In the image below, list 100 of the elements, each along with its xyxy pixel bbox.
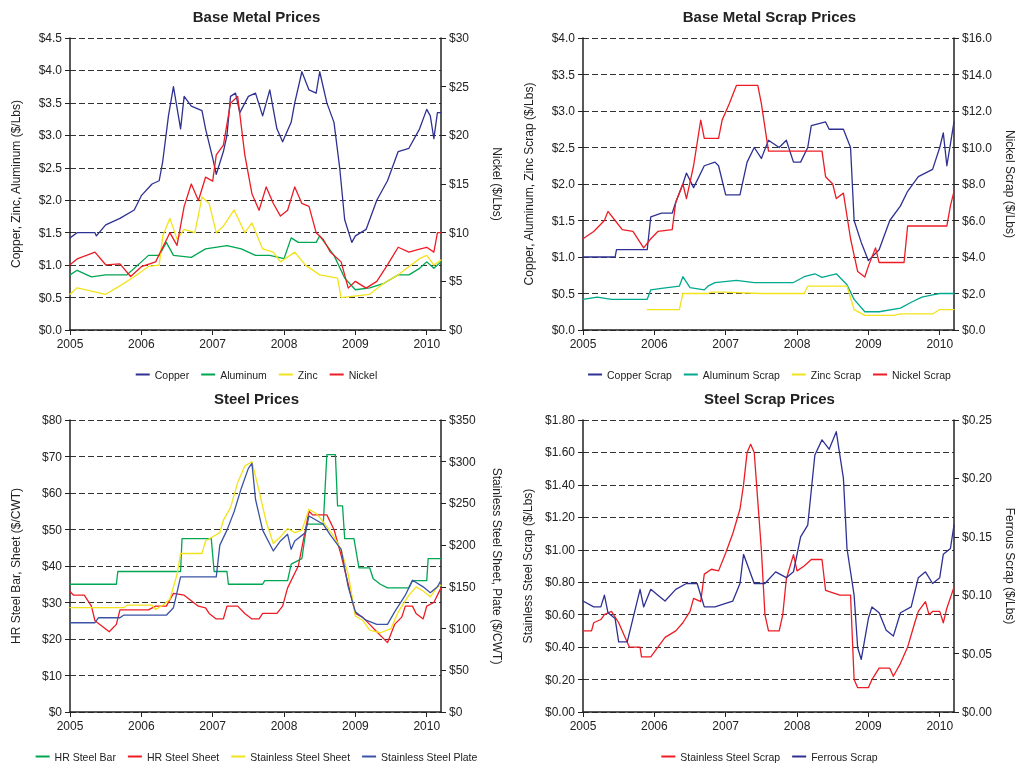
y2-tick-label: $0.00 [962,705,993,719]
x-tick-label: 2008 [783,719,811,733]
line-series [582,443,955,689]
x-tick-label: 2007 [712,337,740,351]
x-tick-label: 2007 [712,719,740,733]
y-tick-label: $1.5 [551,213,576,228]
x-tick-label: 2005 [56,337,84,351]
y-tick-label: $4.0 [551,31,576,45]
legend-label: Aluminum [220,368,268,381]
x-tick-label: 2008 [270,719,298,733]
y2-axis-title: Nickel Scrap ($/Lbs) [1003,129,1017,239]
chart-title: Steel Scrap Prices [704,390,835,407]
y-tick-label: $80 [41,413,63,427]
chart-title: Base Metal Prices [192,8,321,25]
y2-tick-label: $0.25 [962,413,993,427]
y-tick-label: $1.0 [38,258,63,273]
legend-label: Copper Scrap [607,368,672,381]
y2-tick-label: $350 [449,413,477,427]
y2-tick-label: $0.20 [962,471,993,486]
y-tick-label: $0.80 [544,575,576,590]
line-series [582,84,955,278]
y-tick-label: $1.80 [544,413,576,427]
y2-axis-title: Stainless Steel Sheet, Plate ($/CWT) [490,467,504,665]
y-axis-title: Stainless Steel Scrap ($/Lbs) [521,488,536,644]
legend-label: Zinc Scrap [810,368,862,381]
legend-label: Nickel Scrap [892,368,952,381]
y-tick-label: $3.5 [551,67,576,82]
y2-tick-label: $30 [449,31,470,45]
legend-label: Stainless Steel Scrap [680,750,781,763]
y-tick-label: $3.0 [551,104,576,118]
y2-tick-label: $100 [449,621,477,636]
y-tick-label: $20 [41,632,63,646]
y-tick-label: $1.0 [551,250,576,264]
x-tick-label: 2005 [569,719,597,733]
y-tick-label: $2.0 [38,193,63,208]
y-tick-label: $0.5 [551,286,576,301]
legend-label: Ferrous Scrap [811,750,878,763]
y-axis-title: Copper, Aluminum, Zinc Scrap ($/Lbs) [522,82,536,286]
y-tick-label: $1.20 [544,510,576,525]
y2-tick-label: $15 [449,177,470,191]
y-tick-label: $2.5 [38,160,63,175]
y-tick-label: $0.5 [38,290,63,305]
x-tick-label: 2009 [342,337,370,351]
x-tick-label: 2009 [855,337,883,351]
legend-label: Nickel [348,368,378,381]
y-tick-label: $10 [41,668,63,683]
y2-tick-label: $20 [449,128,470,143]
y-tick-label: $50 [41,522,63,537]
x-tick-label: 2010 [926,337,954,351]
y-tick-label: $1.40 [544,477,576,492]
y2-tick-label: $0 [449,705,463,719]
y2-tick-label: $50 [449,663,470,678]
x-tick-label: 2008 [270,337,298,351]
legend-label: HR Steel Bar [54,750,117,763]
y-tick-label: $70 [41,449,63,464]
legend-label: Stainless Steel Sheet [250,750,351,763]
y2-tick-label: $0.10 [962,588,993,603]
line-series [582,121,955,262]
y2-tick-label: $0.15 [962,529,993,544]
line-series [646,285,955,317]
line-series [69,454,442,589]
y-tick-label: $30 [41,595,63,610]
y2-tick-label: $10 [449,225,470,240]
x-tick-label: 2010 [926,719,954,733]
y-tick-label: $3.0 [38,128,63,143]
y2-tick-label: $10.0 [962,140,993,155]
y-tick-label: $0.00 [544,705,576,719]
legend-label: Zinc [297,368,318,381]
y2-tick-label: $8.0 [962,177,986,191]
line-series [69,196,442,299]
y-axis-title: HR Steel Bar, Sheet ($/CWT) [9,487,23,645]
y-tick-label: $1.00 [544,542,576,557]
chart-title: Base Metal Scrap Prices [682,8,857,25]
legend-label: HR Steel Sheet [146,750,220,763]
y-axis-title: Copper, Zinc, Aluminum ($/Lbs) [9,99,23,269]
y2-tick-label: $200 [449,538,477,553]
y-tick-label: $40 [41,559,63,573]
x-tick-label: 2006 [127,719,156,733]
y2-tick-label: $16.0 [962,31,993,45]
x-tick-label: 2010 [413,719,441,733]
y2-tick-label: $0.0 [962,323,986,337]
y-tick-label: $0.60 [544,607,576,622]
chart-title: Steel Prices [213,390,300,407]
y2-tick-label: $14.0 [962,67,993,82]
y-tick-label: $0.40 [544,640,576,655]
y-tick-label: $2.5 [551,140,576,155]
y-tick-label: $0.0 [38,323,63,337]
y-tick-label: $1.60 [544,445,576,460]
line-series [582,431,955,661]
y-tick-label: $0.0 [551,323,576,337]
y2-axis-title: Nickel ($/Lbs) [490,147,504,221]
y-tick-label: $2.0 [551,177,576,191]
y2-axis-title: Ferrous Scrap ($/Lbs) [1003,507,1017,625]
y-tick-label: $4.5 [38,31,63,45]
legend-label: Stainless Steel Plate [381,750,478,763]
y-tick-label: $1.5 [38,225,63,240]
y2-tick-label: $250 [449,496,477,511]
line-series [69,95,442,289]
x-tick-label: 2005 [569,337,597,351]
x-tick-label: 2009 [342,719,370,733]
